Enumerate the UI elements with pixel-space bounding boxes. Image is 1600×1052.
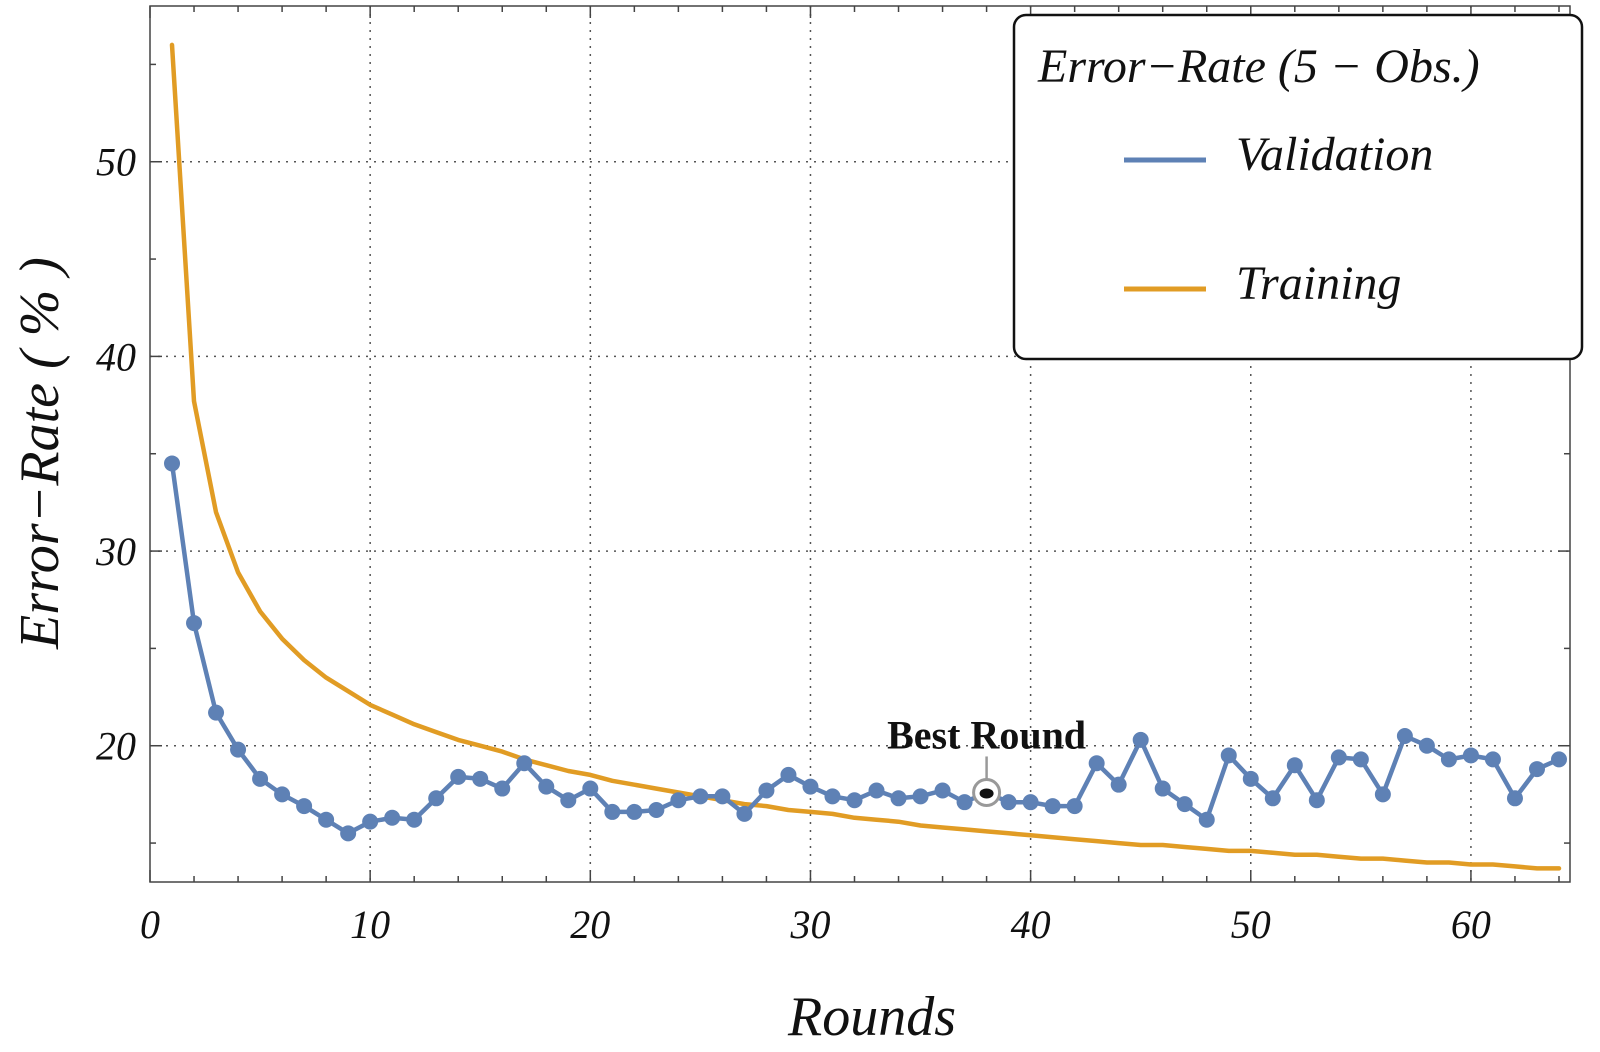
series-point-validation xyxy=(1418,737,1435,754)
series-point-validation xyxy=(1286,757,1303,774)
series-point-validation xyxy=(956,794,973,811)
x-tick-label: 20 xyxy=(570,902,610,947)
series-point-validation xyxy=(846,792,863,809)
annotation-layer: Best Round xyxy=(887,712,1086,807)
legend-label-training: Training xyxy=(1236,257,1401,310)
plot-frame xyxy=(149,5,1571,883)
y-tick-label: 50 xyxy=(96,140,136,185)
legend-box xyxy=(1012,13,1584,361)
series-point-validation xyxy=(934,782,951,799)
series-line-training xyxy=(169,42,1562,871)
series-point-validation xyxy=(868,782,885,799)
legend: Error−Rate (5 − Obs.) Validation Trainin… xyxy=(1012,13,1584,361)
series-point-validation xyxy=(318,811,335,828)
series-point-validation xyxy=(802,778,819,795)
series-point-validation xyxy=(1000,794,1017,811)
series-point-validation xyxy=(604,803,621,820)
series-point-validation xyxy=(1088,755,1105,772)
series-point-validation xyxy=(758,782,775,799)
series-point-validation xyxy=(516,755,533,772)
y-tick-label: 20 xyxy=(96,724,136,769)
series-point-validation xyxy=(494,780,511,797)
series-point-validation xyxy=(1462,747,1479,764)
best-round-marker xyxy=(979,788,994,799)
series-point-validation xyxy=(670,792,687,809)
series-point-validation xyxy=(384,809,401,826)
series-point-validation xyxy=(560,792,577,809)
series-point-validation xyxy=(1330,749,1347,766)
series-point-validation xyxy=(824,788,841,805)
series-point-validation xyxy=(626,803,643,820)
series-point-validation xyxy=(912,788,929,805)
series-point-validation xyxy=(208,704,225,721)
x-axis-title: Rounds xyxy=(787,986,956,1048)
axis-ticks xyxy=(149,6,1570,882)
series-point-validation xyxy=(472,770,489,787)
series-point-validation xyxy=(274,786,291,803)
series-point-validation xyxy=(1506,790,1523,807)
series-point-validation xyxy=(1132,731,1149,748)
series-point-validation xyxy=(230,741,247,758)
series-point-validation xyxy=(1440,751,1457,768)
series-point-validation xyxy=(538,778,555,795)
series-point-validation xyxy=(1066,798,1083,815)
y-axis-title: Error−Rate ( % ) xyxy=(9,257,71,650)
series-point-validation xyxy=(1308,792,1325,809)
series-point-validation xyxy=(1044,798,1061,815)
series-point-validation xyxy=(362,813,379,830)
series-point-validation xyxy=(1220,747,1237,764)
series-point-validation xyxy=(648,801,665,818)
series-point-validation xyxy=(1022,794,1039,811)
series-point-validation xyxy=(252,770,269,787)
series-point-validation xyxy=(296,798,313,815)
series-point-validation xyxy=(428,790,445,807)
x-tick-label: 0 xyxy=(140,902,160,947)
series-point-validation xyxy=(1110,776,1127,793)
x-tick-label: 60 xyxy=(1451,902,1491,947)
series-point-validation xyxy=(1396,728,1413,744)
series-point-validation xyxy=(186,615,203,632)
series-line-validation xyxy=(169,461,1562,836)
x-tick-label: 40 xyxy=(1011,902,1051,947)
series-point-validation xyxy=(450,768,467,785)
series-point-validation xyxy=(1374,786,1391,803)
series-point-validation xyxy=(736,805,753,822)
series-point-validation xyxy=(406,811,423,828)
series-point-validation xyxy=(890,790,907,807)
x-tick-label: 30 xyxy=(789,902,830,947)
series-point-validation xyxy=(1352,751,1369,768)
series-point-validation xyxy=(1264,790,1281,807)
series-point-validation xyxy=(692,788,709,805)
series-point-validation xyxy=(1176,796,1193,813)
x-tick-label: 10 xyxy=(350,902,390,947)
series-point-validation xyxy=(1154,780,1171,797)
series-layer xyxy=(164,42,1567,871)
legend-title: Error−Rate (5 − Obs.) xyxy=(1037,40,1480,93)
series-point-validation xyxy=(164,455,181,472)
y-tick-label: 30 xyxy=(95,529,136,574)
x-tick-label: 50 xyxy=(1231,902,1271,947)
y-tick-label: 40 xyxy=(96,334,136,379)
legend-label-validation: Validation xyxy=(1236,128,1433,181)
best-round-label: Best Round xyxy=(887,712,1086,757)
series-point-validation xyxy=(1242,770,1259,787)
plot-border xyxy=(149,5,1571,883)
series-point-validation xyxy=(714,788,731,805)
tick-labels: 0 10 20 30 40 50 60 20 30 40 50 xyxy=(95,140,1491,947)
series-point-validation xyxy=(1484,751,1501,768)
series-point-validation xyxy=(1528,761,1545,778)
series-point-validation xyxy=(1550,751,1567,768)
series-point-validation xyxy=(1198,811,1215,828)
series-point-validation xyxy=(582,780,599,797)
series-point-validation xyxy=(780,766,797,783)
series-point-validation xyxy=(340,825,357,842)
